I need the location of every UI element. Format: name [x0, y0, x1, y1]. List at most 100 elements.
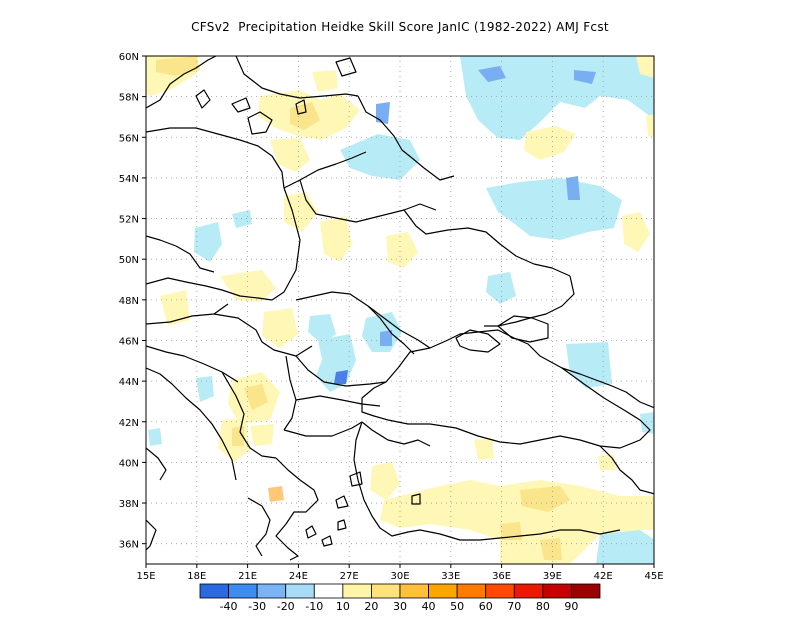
coastline-finland-gulf [235, 56, 359, 99]
colorbar-swatch [456, 583, 487, 599]
colorbar-swatch [485, 583, 515, 599]
skill-region-strong-positive [268, 486, 284, 502]
skill-region-positive [160, 290, 190, 326]
lat-tick-label: 50N [119, 255, 139, 266]
colorbar-label: -10 [305, 600, 323, 613]
lat-tick-label: 46N [119, 336, 139, 347]
longitude-labels: 15E 18E 21E 24E 27E 30E 33E 36E 39E 42E 45E [136, 564, 664, 582]
skill-region-negative [460, 56, 654, 140]
skill-region-negative [640, 412, 654, 434]
coastline-marmara [361, 421, 431, 447]
lat-tick-label: 38N [119, 499, 139, 510]
chart-title: CFSv2 Precipitation Heidke Skill Score J… [191, 20, 609, 34]
skill-region-strong-negative [566, 176, 580, 200]
skill-region-strong-negative [376, 102, 390, 124]
skill-region-negative [340, 134, 420, 180]
lat-tick-label: 54N [119, 174, 139, 185]
lon-tick-label: 39E [543, 571, 562, 582]
lon-tick-label: 24E [289, 571, 308, 582]
lat-tick-label: 48N [119, 296, 139, 307]
border-austria [146, 303, 229, 325]
lon-tick-label: 18E [187, 571, 206, 582]
skill-region-positive [622, 212, 650, 252]
island-lesbos [349, 471, 363, 487]
coastline-azov [497, 315, 549, 343]
border-romania-south [295, 355, 387, 387]
colorbar-label: 20 [364, 600, 378, 613]
colorbar-label: 80 [536, 600, 550, 613]
skill-region-negative [232, 210, 252, 228]
skill-region-positive [646, 114, 654, 138]
lon-tick-label: 33E [441, 571, 460, 582]
colorbar-swatch [256, 583, 287, 599]
colorbar-swatch [228, 583, 258, 599]
colorbar-swatch [513, 583, 544, 599]
skill-region-positive [320, 216, 352, 262]
lat-tick-label: 60N [119, 52, 139, 63]
colorbar-label: 60 [479, 600, 493, 613]
skill-region-strong-positive [500, 522, 522, 540]
skill-region-strong-negative [574, 70, 596, 84]
lon-tick-label: 30E [390, 571, 409, 582]
lake-ladoga [335, 57, 357, 77]
skill-region-strong-positive [520, 486, 570, 512]
island-saaremaa [231, 97, 251, 113]
border-caucasus [561, 367, 654, 409]
island-aegean-4 [335, 495, 349, 509]
colorbar: -40 -30 -20 -10 10 20 30 40 50 60 70 80 90 [199, 583, 601, 613]
coastline-sicily-italy [146, 519, 157, 551]
coastline-baltic-east [146, 127, 285, 189]
skill-region-negative [194, 222, 222, 262]
lon-tick-label: 42E [594, 571, 613, 582]
colorbar-label: 50 [450, 600, 464, 613]
border-lithuania [283, 151, 367, 189]
border-baltic-russia [357, 95, 455, 181]
coastline-peloponnese [247, 497, 271, 557]
skill-shading-layer [146, 56, 654, 564]
lake-peipus [295, 99, 307, 115]
skill-region-negative [486, 178, 622, 240]
border-turkey-east [599, 445, 654, 495]
skill-region-strong-negative [334, 370, 348, 384]
colorbar-swatch [371, 583, 401, 599]
border-bulgaria-north [295, 395, 381, 407]
colorbar-swatch [199, 583, 229, 599]
coastlines-and-borders [146, 56, 654, 561]
lon-tick-label: 15E [136, 571, 155, 582]
coastline-aegean-east [353, 421, 621, 541]
skill-region-positive [284, 192, 318, 232]
border-germany-poland [146, 235, 215, 273]
skill-region-strong-positive [244, 384, 268, 410]
lat-tick-label: 56N [119, 133, 139, 144]
colorbar-swatch [428, 583, 458, 599]
lat-tick-label: 52N [119, 215, 139, 226]
island-aegean-2 [321, 535, 333, 547]
border-belarus-north [299, 179, 437, 223]
skill-region-negative [486, 272, 516, 304]
skill-region-positive [270, 138, 310, 172]
island-aegean-3 [337, 519, 347, 531]
colorbar-label: -30 [248, 600, 266, 613]
lat-tick-label: 42N [119, 418, 139, 429]
colorbar-label: 40 [422, 600, 436, 613]
skill-region-positive [524, 126, 576, 160]
lon-tick-label: 36E [492, 571, 511, 582]
border-ukraine-east [484, 275, 575, 327]
colorbar-swatch [342, 583, 372, 599]
border-poland-east [271, 187, 301, 301]
lat-tick-label: 44N [119, 377, 139, 388]
skill-region-negative [308, 314, 336, 344]
colorbar-swatch [285, 583, 315, 599]
skill-region-positive [474, 438, 494, 460]
skill-region-negative [596, 530, 654, 564]
coastline-crimea [455, 329, 501, 353]
colorbar-label: -40 [220, 600, 238, 613]
skill-region-negative [566, 342, 612, 388]
skill-region-positive [636, 56, 654, 78]
colorbar-swatch [313, 583, 344, 599]
border-balkans-2 [221, 371, 277, 459]
skill-region-strong-positive [232, 426, 244, 446]
colorbar-label: -20 [277, 600, 295, 613]
skill-region-positive [370, 462, 400, 500]
